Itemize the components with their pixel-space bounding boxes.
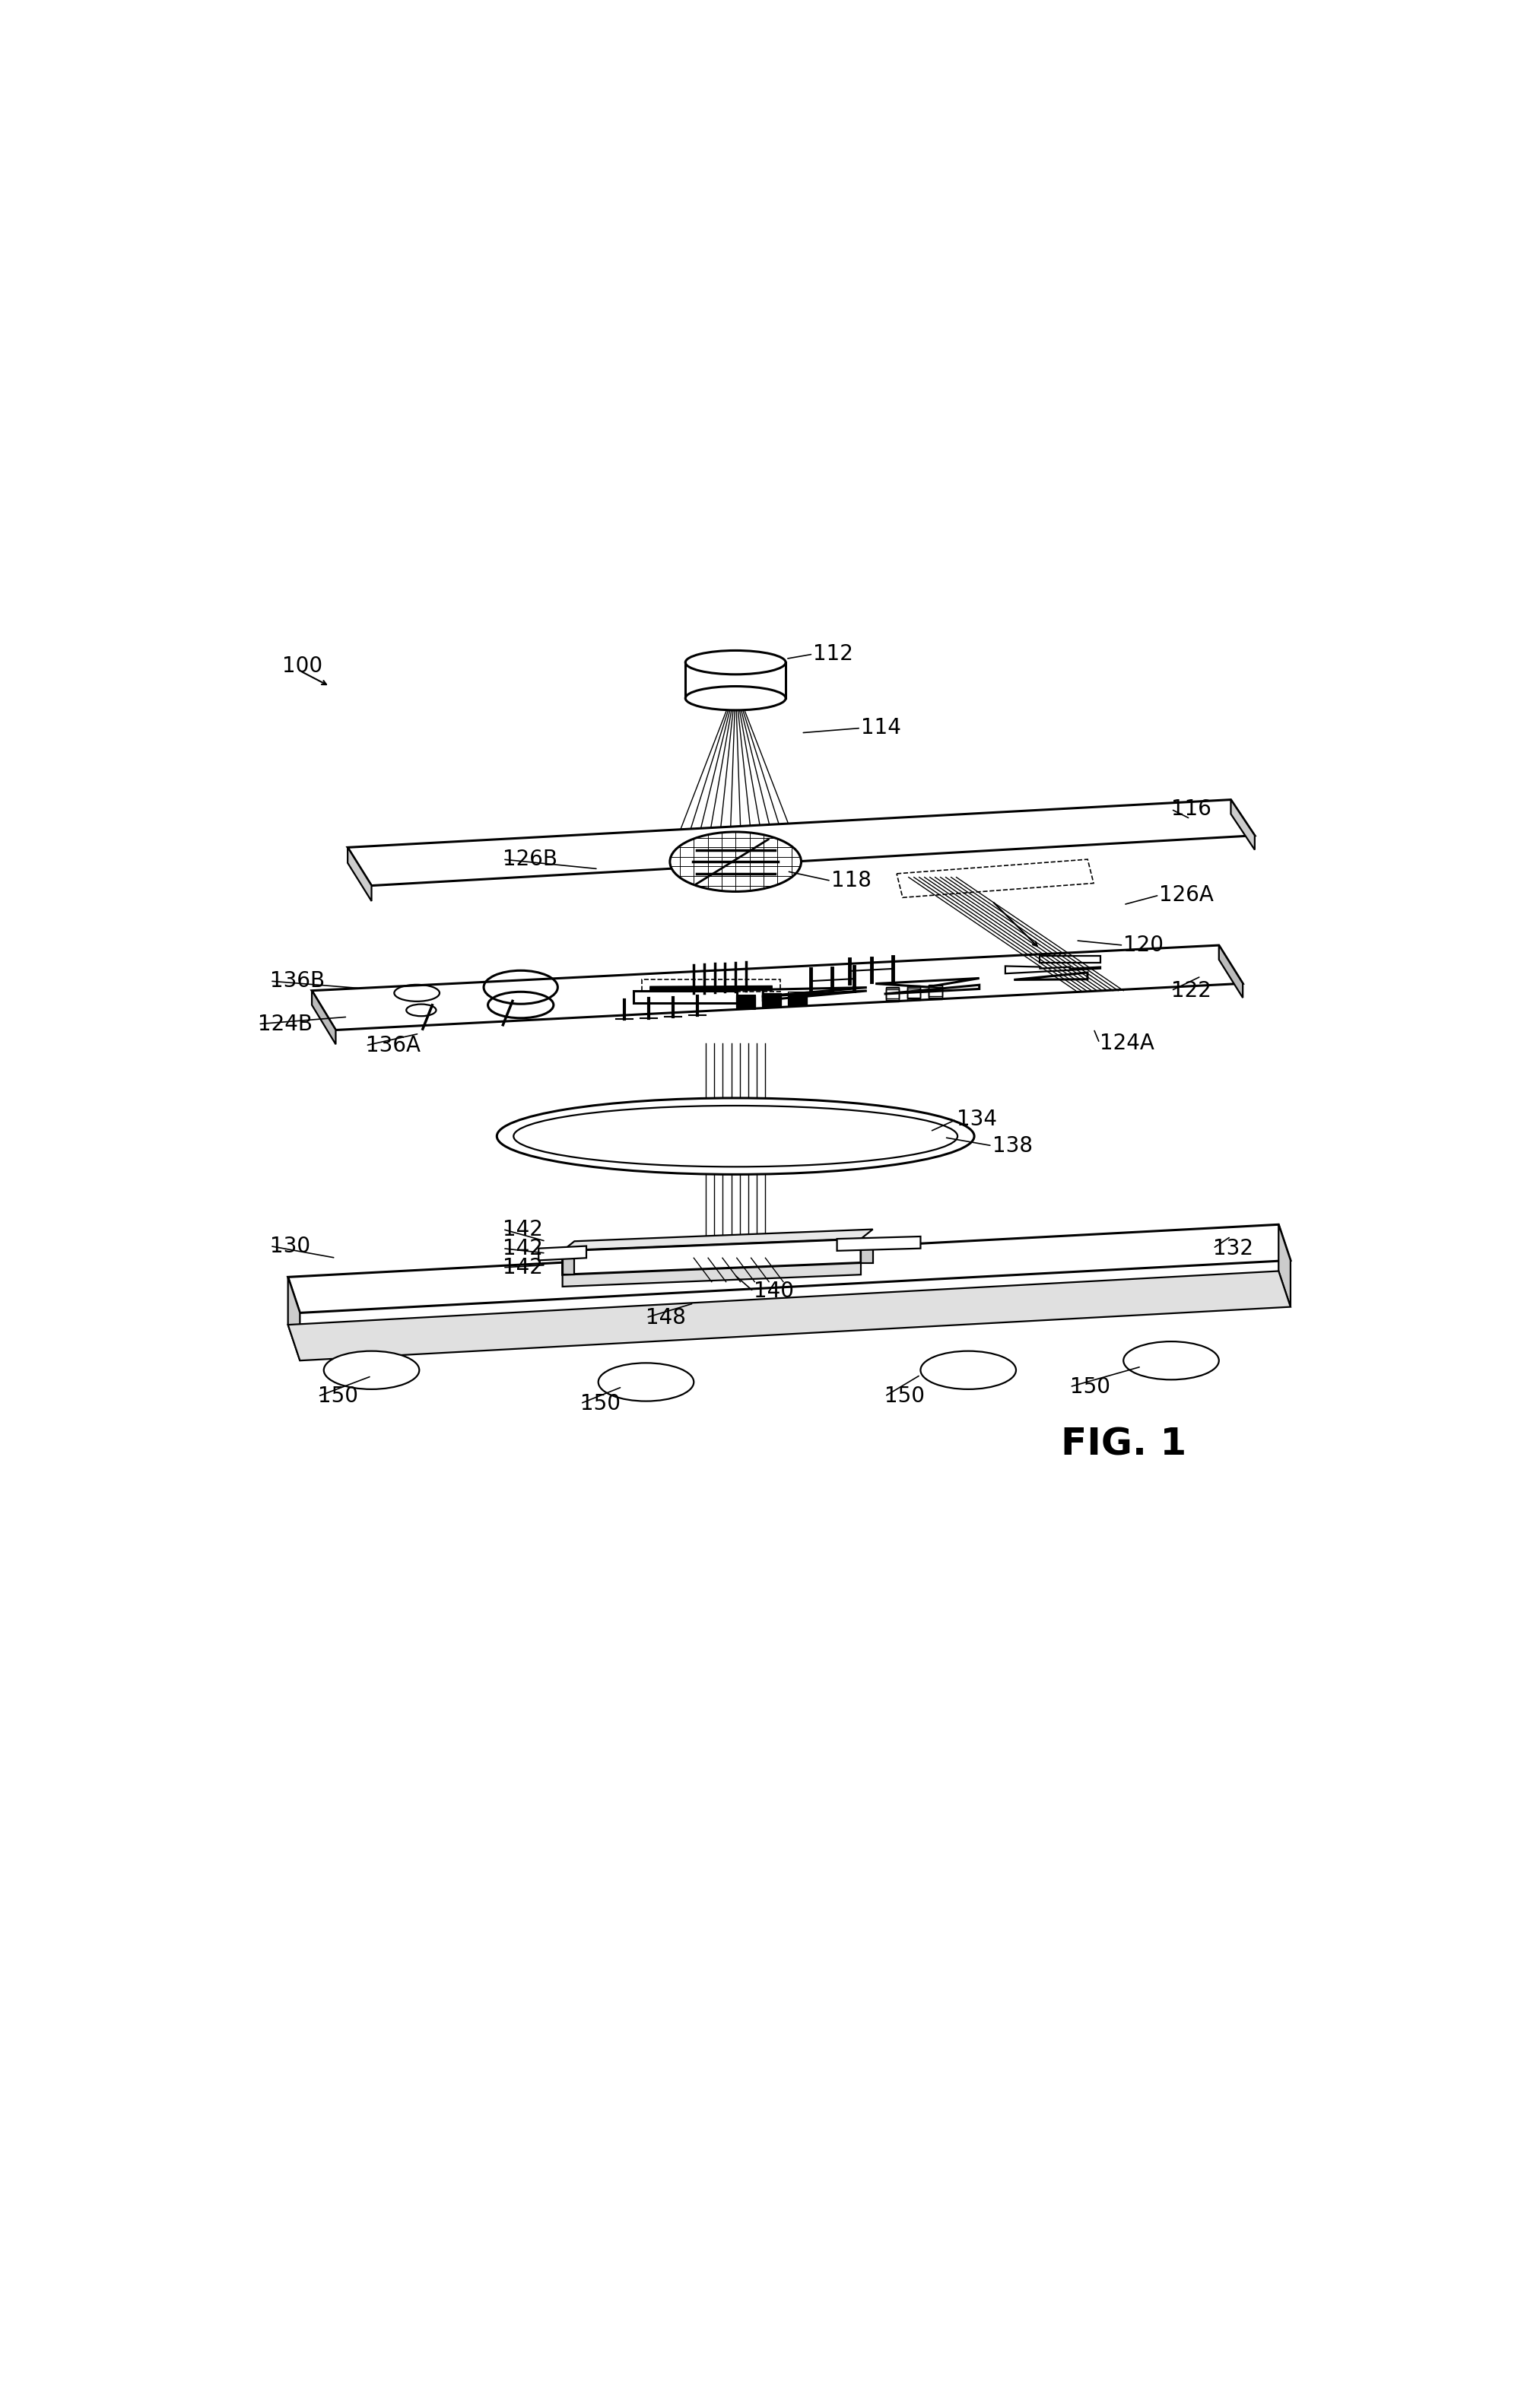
Bar	[788, 991, 807, 1003]
Text: 142: 142	[502, 1220, 544, 1239]
Polygon shape	[288, 1225, 1291, 1313]
Text: 124B: 124B	[259, 1014, 313, 1034]
Text: 142: 142	[502, 1258, 544, 1277]
Text: 130: 130	[270, 1236, 311, 1256]
Text: 114: 114	[861, 718, 901, 738]
Bar	[788, 995, 807, 1007]
Polygon shape	[348, 800, 1255, 886]
Ellipse shape	[323, 1351, 419, 1389]
Ellipse shape	[670, 833, 801, 893]
Text: 118: 118	[832, 871, 872, 890]
Text: 136A: 136A	[365, 1036, 420, 1055]
Text: 150: 150	[317, 1387, 359, 1406]
Text: 150: 150	[1070, 1377, 1110, 1396]
Bar	[736, 998, 755, 1010]
Polygon shape	[1278, 1225, 1291, 1306]
Polygon shape	[1220, 945, 1243, 998]
Ellipse shape	[685, 652, 785, 676]
Bar	[929, 983, 942, 995]
Text: 112: 112	[813, 644, 853, 664]
Polygon shape	[311, 991, 336, 1046]
Polygon shape	[1230, 800, 1255, 850]
Bar	[907, 986, 921, 998]
Polygon shape	[288, 1270, 1291, 1361]
Text: 138: 138	[992, 1136, 1032, 1155]
Bar	[762, 995, 781, 1007]
Bar	[736, 995, 755, 1007]
Bar	[762, 993, 781, 1005]
Bar	[886, 986, 899, 998]
Text: 116: 116	[1170, 800, 1212, 819]
Text: 126B: 126B	[502, 850, 557, 869]
Text: 100: 100	[282, 656, 322, 676]
Text: 122: 122	[1170, 981, 1212, 1000]
Text: 136B: 136B	[270, 972, 325, 991]
Polygon shape	[539, 1246, 587, 1260]
Polygon shape	[288, 1277, 300, 1361]
Text: 126A: 126A	[1160, 886, 1214, 905]
Polygon shape	[562, 1253, 861, 1287]
Bar	[886, 988, 899, 1000]
Bar	[907, 988, 921, 1000]
Text: 132: 132	[1214, 1239, 1254, 1258]
Bar	[762, 995, 781, 1007]
Polygon shape	[562, 1239, 861, 1275]
Polygon shape	[861, 1239, 873, 1263]
Text: 148: 148	[647, 1308, 687, 1327]
Bar	[886, 988, 899, 1000]
Text: 124A: 124A	[1100, 1034, 1153, 1053]
Polygon shape	[562, 1229, 873, 1251]
Ellipse shape	[598, 1363, 693, 1401]
Text: 140: 140	[753, 1282, 793, 1301]
Polygon shape	[838, 1236, 921, 1251]
Ellipse shape	[1123, 1341, 1220, 1380]
Text: 120: 120	[1124, 936, 1164, 955]
Polygon shape	[311, 945, 1243, 1031]
Bar	[929, 986, 942, 998]
Text: 150: 150	[884, 1387, 926, 1406]
Bar	[929, 988, 942, 1000]
Bar	[907, 986, 921, 998]
Text: FIG. 1: FIG. 1	[1061, 1425, 1186, 1463]
Polygon shape	[562, 1251, 574, 1275]
Text: 150: 150	[581, 1394, 621, 1413]
Ellipse shape	[497, 1098, 975, 1174]
Bar	[736, 995, 755, 1007]
Ellipse shape	[921, 1351, 1016, 1389]
Polygon shape	[348, 847, 371, 902]
Text: 134: 134	[956, 1110, 996, 1129]
Ellipse shape	[685, 687, 785, 711]
Text: 142: 142	[502, 1239, 544, 1258]
Bar	[788, 993, 807, 1005]
